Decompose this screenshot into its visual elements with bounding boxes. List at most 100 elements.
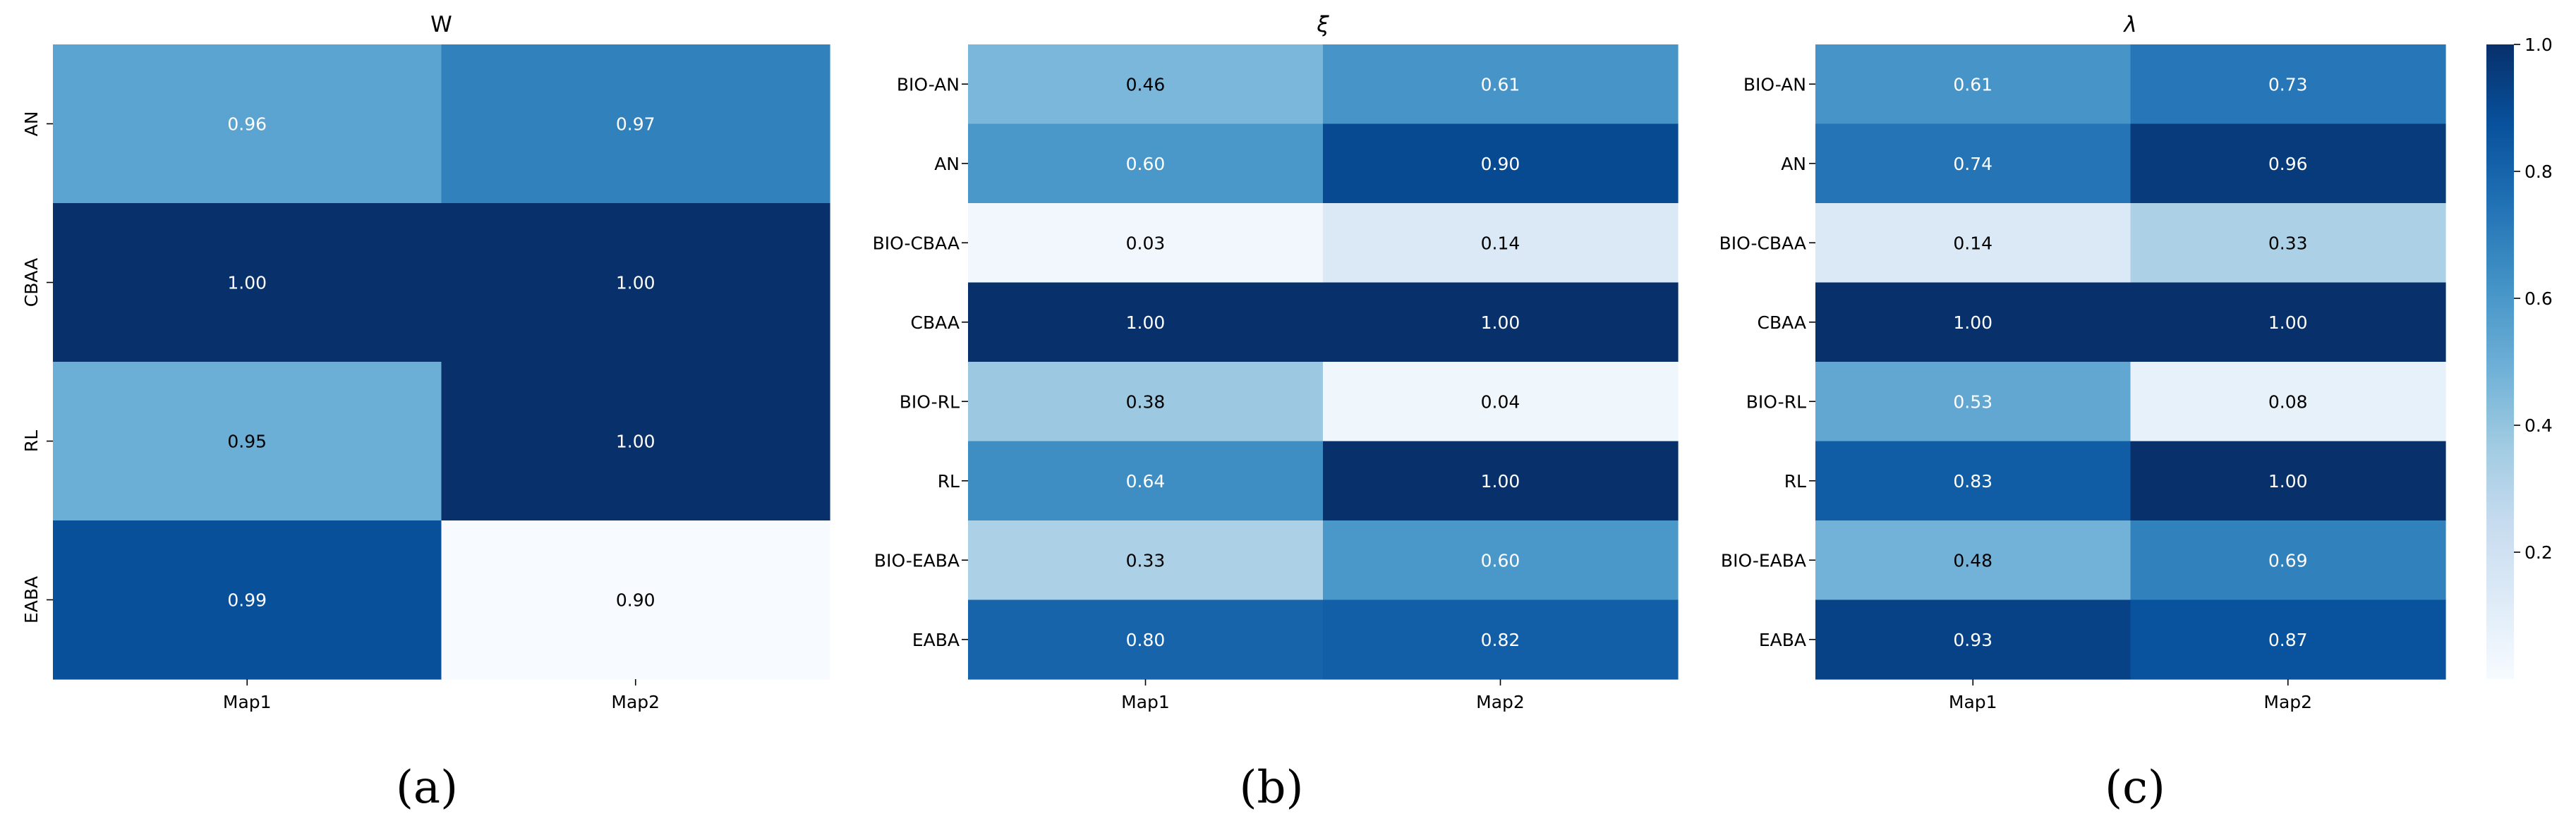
heatmap-cell bbox=[968, 441, 1324, 521]
panel-title: λ bbox=[2122, 12, 2136, 37]
heatmap-cell bbox=[968, 599, 1324, 680]
cell-value-label: 1.00 bbox=[2268, 312, 2308, 333]
panel-caption: (c) bbox=[2105, 762, 2165, 814]
x-tick-label: Map2 bbox=[611, 692, 660, 712]
heatmap-cell bbox=[1815, 123, 2131, 204]
cell-value-label: 1.00 bbox=[1953, 312, 1993, 333]
heatmap-panel-3: 0.61 0.73 0.74 0.96 0.14 0.33 1.00 1.00 0.53 0.08… bbox=[1719, 12, 2446, 814]
heatmap-cell bbox=[1815, 441, 2131, 521]
x-tick-label: Map1 bbox=[223, 692, 272, 712]
cell-value-label: 0.96 bbox=[227, 114, 267, 135]
heatmap-cell bbox=[1323, 599, 1679, 680]
cell-value-label: 1.00 bbox=[616, 432, 655, 452]
heatmap-cell bbox=[968, 282, 1324, 362]
y-tick-label: RL bbox=[938, 471, 960, 492]
colorbar: 0.2 0.4 0.6 0.8 1.0 bbox=[2486, 35, 2553, 679]
cell-value-label: 0.96 bbox=[2268, 154, 2308, 174]
cell-value-label: 0.14 bbox=[1953, 233, 1993, 253]
cell-value-label: 0.46 bbox=[1126, 74, 1166, 95]
cell-value-label: 0.53 bbox=[1953, 391, 1993, 412]
cell-value-label: 0.73 bbox=[2268, 74, 2308, 95]
cell-value-label: 0.03 bbox=[1126, 233, 1166, 253]
heatmap-cell bbox=[968, 44, 1324, 125]
heatmap-cell bbox=[441, 520, 830, 680]
heatmap-cell bbox=[1815, 362, 2131, 442]
heatmap-cell bbox=[1323, 441, 1679, 521]
cell-value-label: 0.82 bbox=[1481, 630, 1520, 650]
colorbar-tick-label: 0.2 bbox=[2524, 542, 2553, 563]
heatmap-cell bbox=[1815, 599, 2131, 680]
y-tick-label: BIO-CBAA bbox=[1719, 233, 1806, 253]
heatmap-cell bbox=[968, 203, 1324, 284]
y-tick-label: RL bbox=[21, 430, 42, 452]
heatmap-cell bbox=[1815, 520, 2131, 601]
colorbar-tick-label: 0.4 bbox=[2524, 415, 2553, 436]
heatmap-panel-2: 0.46 0.61 0.60 0.90 0.03 0.14 1.00 1.00 0.38 0.04… bbox=[873, 12, 1679, 814]
cell-value-label: 0.99 bbox=[227, 590, 267, 611]
cell-value-label: 0.93 bbox=[1953, 630, 1993, 650]
heatmap-cell bbox=[53, 520, 442, 680]
heatmap-cell bbox=[1323, 123, 1679, 204]
heatmap-cell bbox=[441, 203, 830, 362]
colorbar-tick-label: 0.8 bbox=[2524, 161, 2553, 182]
heatmap-cell bbox=[2130, 362, 2446, 442]
heatmap-cell bbox=[53, 44, 442, 204]
y-tick-label: CBAA bbox=[910, 312, 960, 333]
cell-value-label: 0.33 bbox=[1126, 550, 1166, 571]
heatmap-cell bbox=[2130, 441, 2446, 521]
panel-caption: (a) bbox=[396, 762, 458, 814]
heatmap-cell bbox=[1323, 203, 1679, 284]
y-tick-label: AN bbox=[1781, 154, 1806, 174]
cell-value-label: 0.60 bbox=[1126, 154, 1166, 174]
y-tick-label: BIO-RL bbox=[1746, 391, 1806, 412]
y-tick-label: RL bbox=[1784, 471, 1806, 492]
cell-value-label: 0.48 bbox=[1953, 550, 1993, 571]
heatmap-cell bbox=[441, 44, 830, 204]
cell-value-label: 0.33 bbox=[2268, 233, 2308, 253]
cell-value-label: 0.61 bbox=[1953, 74, 1993, 95]
cell-value-label: 0.69 bbox=[2268, 550, 2308, 571]
cell-value-label: 0.83 bbox=[1953, 471, 1993, 492]
heatmap-cell bbox=[1323, 520, 1679, 601]
heatmap-cell bbox=[968, 362, 1324, 442]
cell-value-label: 0.14 bbox=[1481, 233, 1520, 253]
cell-value-label: 1.00 bbox=[1481, 312, 1520, 333]
y-tick-label: BIO-AN bbox=[897, 74, 960, 95]
y-tick-label: EABA bbox=[21, 576, 42, 623]
x-tick-label: Map1 bbox=[1949, 692, 1997, 712]
heatmap-cell bbox=[2130, 599, 2446, 680]
cell-value-label: 1.00 bbox=[616, 273, 655, 293]
heatmap-cell bbox=[968, 520, 1324, 601]
cell-value-label: 1.00 bbox=[227, 273, 267, 293]
heatmap-cell bbox=[1323, 282, 1679, 362]
cell-value-label: 0.64 bbox=[1126, 471, 1166, 492]
panel-caption: (b) bbox=[1240, 762, 1304, 814]
cell-value-label: 0.74 bbox=[1953, 154, 1993, 174]
colorbar-tick-label: 1.0 bbox=[2524, 35, 2553, 55]
heatmap-cell bbox=[1815, 203, 2131, 284]
y-tick-label: CBAA bbox=[1757, 312, 1806, 333]
heatmap-cell bbox=[2130, 203, 2446, 284]
y-tick-label: EABA bbox=[912, 630, 960, 650]
cell-value-label: 0.80 bbox=[1126, 630, 1166, 650]
cell-value-label: 0.95 bbox=[227, 432, 267, 452]
heatmap-cell bbox=[2130, 123, 2446, 204]
cell-value-label: 1.00 bbox=[1481, 471, 1520, 492]
heatmap-cell bbox=[2130, 520, 2446, 601]
heatmap-cell bbox=[1323, 44, 1679, 125]
y-tick-label: AN bbox=[934, 154, 960, 174]
cell-value-label: 1.00 bbox=[1126, 312, 1166, 333]
heatmap-cell bbox=[1815, 282, 2131, 362]
cell-value-label: 0.97 bbox=[616, 114, 655, 135]
heatmap-cell bbox=[1323, 362, 1679, 442]
cell-value-label: 0.61 bbox=[1481, 74, 1520, 95]
cell-value-label: 1.00 bbox=[2268, 471, 2308, 492]
panel-title: W bbox=[430, 12, 452, 37]
heatmap-cell bbox=[1815, 44, 2131, 125]
x-tick-label: Map2 bbox=[2263, 692, 2312, 712]
panel-title: ξ bbox=[1316, 12, 1329, 37]
cell-value-label: 0.90 bbox=[616, 590, 655, 611]
y-tick-label: BIO-EABA bbox=[1721, 550, 1806, 571]
cell-value-label: 0.04 bbox=[1481, 391, 1520, 412]
y-tick-label: BIO-AN bbox=[1743, 74, 1806, 95]
